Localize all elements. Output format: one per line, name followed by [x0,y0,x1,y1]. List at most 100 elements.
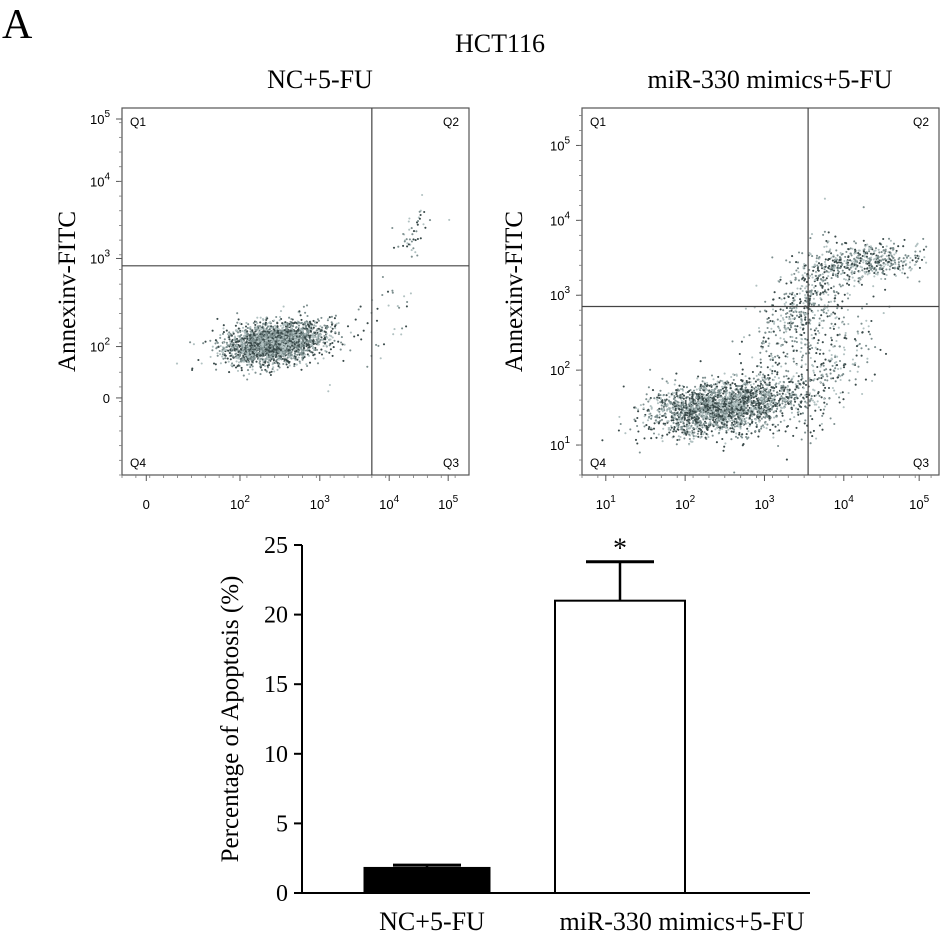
event-dot [314,341,317,344]
event-dot [784,403,787,406]
event-dot [256,322,259,325]
event-dot [659,419,662,422]
event-dot [296,342,299,345]
event-dot [273,319,276,322]
event-dot [752,412,755,415]
event-dot [269,352,272,355]
event-dot [716,411,720,414]
event-dot [303,355,306,359]
event-dot [768,395,771,398]
event-dot [276,368,279,371]
event-dot [244,332,247,335]
event-dot [314,357,317,360]
event-dot [747,421,750,424]
event-dot [695,392,698,396]
event-dot [762,403,765,406]
event-dot [317,337,320,340]
event-dot [766,423,769,426]
event-dot [813,401,816,404]
event-dot [651,389,655,392]
event-dot [294,355,297,358]
event-dot [342,359,345,362]
event-dot [768,417,771,420]
event-dot [680,428,684,431]
event-dot [237,335,240,338]
event-dot [416,254,419,257]
event-dot [249,351,252,354]
event-dot [699,383,702,386]
event-dot [231,338,234,341]
event-dot [716,394,719,397]
event-dot [715,414,718,418]
event-dot [258,361,261,365]
event-dot [248,360,251,363]
event-dot [766,366,769,369]
event-dot [757,435,760,438]
event-dot [747,430,750,433]
event-dot [721,380,724,383]
event-dot [269,321,272,324]
event-dot [229,348,232,351]
event-dot [294,336,297,339]
event-dot [729,387,732,390]
event-dot [742,409,745,412]
event-dot [293,352,296,355]
event-dot [272,325,275,328]
event-dot [247,323,250,326]
event-dot [699,436,702,439]
y-tick-label: 102 [90,337,110,355]
event-dot [225,329,228,332]
event-dot [765,427,768,430]
event-dot [752,396,755,399]
event-dot [713,398,716,401]
event-dot [777,377,780,380]
event-dot [738,431,741,434]
event-dot [705,394,708,397]
event-dot [295,330,298,333]
event-dot [751,370,754,374]
quadrant-label-q4: Q4 [130,456,146,470]
event-dot [246,354,249,357]
event-dot [778,393,781,396]
event-dot [673,403,676,407]
event-dot [321,330,325,333]
event-dot [415,230,418,233]
event-dot [696,432,699,435]
event-dot [708,384,711,387]
event-dot [638,451,641,454]
event-dot [266,335,269,338]
event-dot [695,406,698,409]
event-dot [670,411,673,414]
event-dot [275,328,278,331]
event-dot [260,369,263,372]
event-dot [277,334,280,337]
event-dot [721,437,724,441]
event-dot [776,407,779,410]
event-dot [672,414,675,417]
event-dot [418,217,421,220]
event-dot [222,357,225,360]
event-dot [221,355,224,358]
event-dot [305,333,308,336]
event-dot [331,354,334,357]
event-dot [749,399,752,402]
event-dot [419,213,422,217]
event-dot [327,390,330,393]
event-dot [730,403,733,406]
event-dot [297,356,300,359]
event-dot [252,356,255,359]
event-dot [244,352,247,355]
event-dot [276,361,279,364]
event-dot [241,346,244,349]
event-dot [808,404,811,407]
event-dot [720,421,723,424]
event-dot [226,333,229,336]
event-dot [330,335,333,338]
event-dot [697,375,700,378]
event-dot [320,336,323,339]
event-dot [332,346,335,349]
event-dot [769,368,772,371]
event-dot [246,330,249,333]
event-dot [339,348,342,351]
event-dot [410,249,413,252]
